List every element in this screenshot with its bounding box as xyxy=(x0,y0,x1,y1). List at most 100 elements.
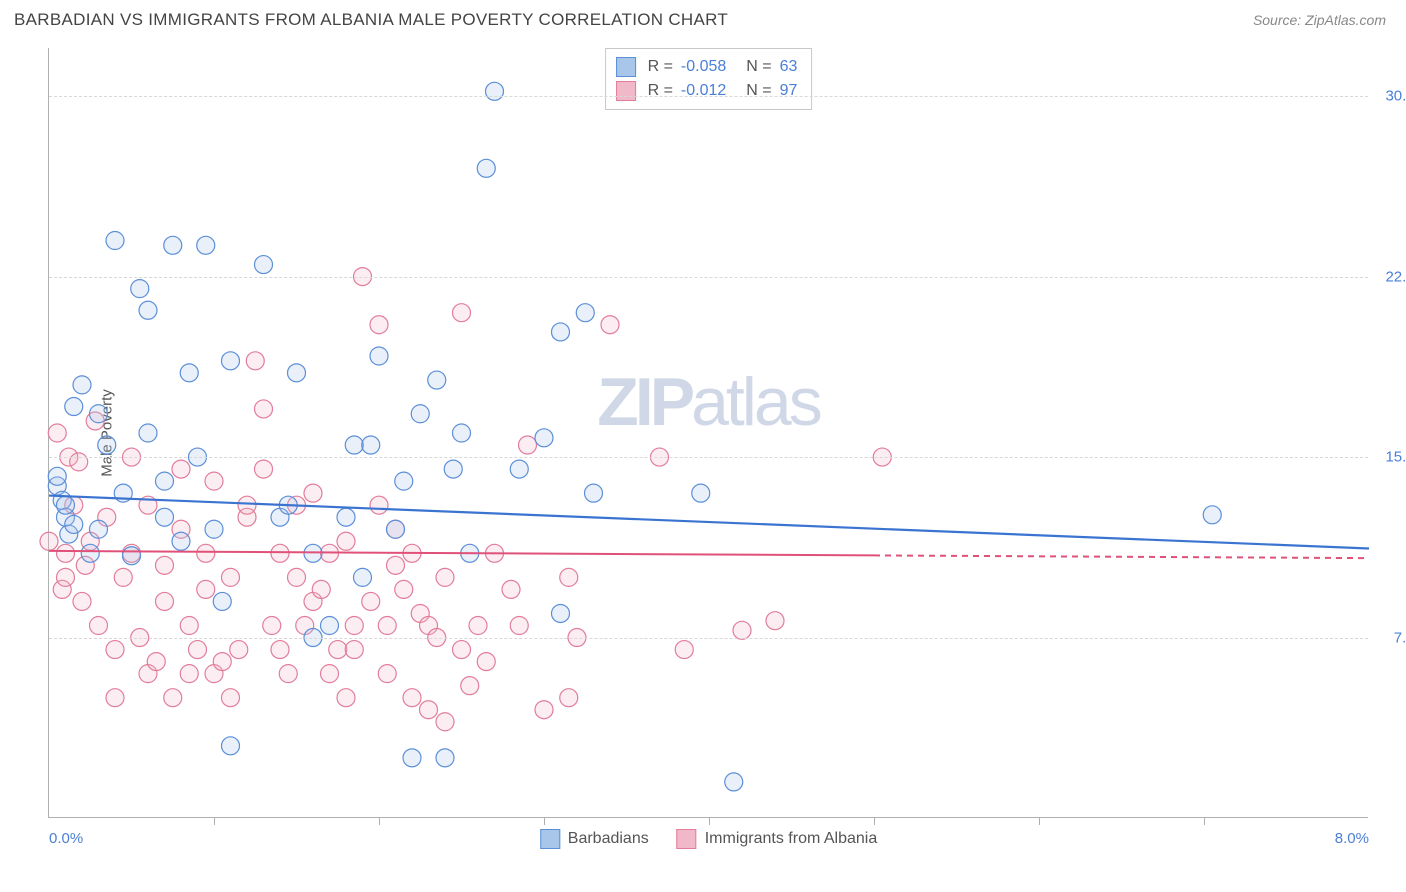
data-point xyxy=(510,460,528,478)
data-point xyxy=(560,689,578,707)
legend-item-albania: Immigrants from Albania xyxy=(677,829,878,849)
data-point xyxy=(370,347,388,365)
gridline xyxy=(49,96,1368,97)
x-tick xyxy=(1039,817,1040,825)
data-point xyxy=(403,749,421,767)
data-point xyxy=(725,773,743,791)
data-point xyxy=(288,364,306,382)
data-point xyxy=(263,617,281,635)
data-point xyxy=(321,617,339,635)
data-point xyxy=(139,424,157,442)
data-point xyxy=(156,592,174,610)
data-point xyxy=(255,400,273,418)
data-point xyxy=(1203,506,1221,524)
data-point xyxy=(675,641,693,659)
data-point xyxy=(345,641,363,659)
data-point xyxy=(197,580,215,598)
data-point xyxy=(288,568,306,586)
data-point xyxy=(510,617,528,635)
stats-row-barbadians: R = -0.058 N = 63 xyxy=(616,55,798,79)
data-point xyxy=(436,568,454,586)
data-point xyxy=(436,749,454,767)
data-point xyxy=(271,544,289,562)
x-tick xyxy=(874,817,875,825)
data-point xyxy=(65,515,83,533)
data-point xyxy=(444,460,462,478)
data-point xyxy=(57,496,75,514)
plot-svg xyxy=(49,48,1368,817)
data-point xyxy=(73,376,91,394)
x-tick xyxy=(544,817,545,825)
data-point xyxy=(469,617,487,635)
data-point xyxy=(222,568,240,586)
data-point xyxy=(519,436,537,454)
data-point xyxy=(48,424,66,442)
data-point xyxy=(387,520,405,538)
data-point xyxy=(139,301,157,319)
data-point xyxy=(453,641,471,659)
data-point xyxy=(345,436,363,454)
data-point xyxy=(81,544,99,562)
data-point xyxy=(246,352,264,370)
y-tick-label: 7.5% xyxy=(1394,629,1406,646)
swatch-barbadians xyxy=(616,57,636,77)
data-point xyxy=(354,568,372,586)
data-point xyxy=(57,544,75,562)
data-point xyxy=(222,689,240,707)
data-point xyxy=(238,496,256,514)
data-point xyxy=(180,665,198,683)
data-point xyxy=(337,689,355,707)
data-point xyxy=(90,617,108,635)
data-point xyxy=(395,472,413,490)
data-point xyxy=(601,316,619,334)
data-point xyxy=(271,641,289,659)
data-point xyxy=(436,713,454,731)
scatter-chart: Male Poverty ZIPatlas R = -0.058 N = 63 … xyxy=(48,48,1368,818)
legend-swatch-albania xyxy=(677,829,697,849)
data-point xyxy=(106,689,124,707)
swatch-albania xyxy=(616,81,636,101)
data-point xyxy=(65,398,83,416)
data-point xyxy=(147,653,165,671)
data-point xyxy=(552,604,570,622)
data-point xyxy=(48,467,66,485)
data-point xyxy=(255,460,273,478)
data-point xyxy=(453,304,471,322)
data-point xyxy=(329,641,347,659)
data-point xyxy=(403,689,421,707)
data-point xyxy=(205,520,223,538)
data-point xyxy=(477,159,495,177)
y-tick-label: 15.0% xyxy=(1385,449,1406,466)
x-tick xyxy=(1204,817,1205,825)
data-point xyxy=(73,592,91,610)
data-point xyxy=(370,496,388,514)
data-point xyxy=(197,236,215,254)
data-point xyxy=(411,405,429,423)
data-point xyxy=(156,472,174,490)
data-point xyxy=(172,532,190,550)
data-point xyxy=(90,405,108,423)
data-point xyxy=(57,568,75,586)
data-point xyxy=(213,592,231,610)
data-point xyxy=(312,580,330,598)
y-tick-label: 22.5% xyxy=(1385,268,1406,285)
legend: Barbadians Immigrants from Albania xyxy=(540,829,877,849)
data-point xyxy=(70,453,88,471)
data-point xyxy=(98,436,116,454)
data-point xyxy=(535,701,553,719)
x-tick xyxy=(214,817,215,825)
gridline xyxy=(49,457,1368,458)
x-tick xyxy=(709,817,710,825)
data-point xyxy=(222,352,240,370)
data-point xyxy=(362,436,380,454)
data-point xyxy=(164,689,182,707)
data-point xyxy=(222,737,240,755)
data-point xyxy=(205,472,223,490)
data-point xyxy=(337,508,355,526)
data-point xyxy=(189,641,207,659)
x-tick-label: 8.0% xyxy=(1335,830,1369,847)
legend-swatch-barbadians xyxy=(540,829,560,849)
data-point xyxy=(766,612,784,630)
data-point xyxy=(123,547,141,565)
data-point xyxy=(180,364,198,382)
